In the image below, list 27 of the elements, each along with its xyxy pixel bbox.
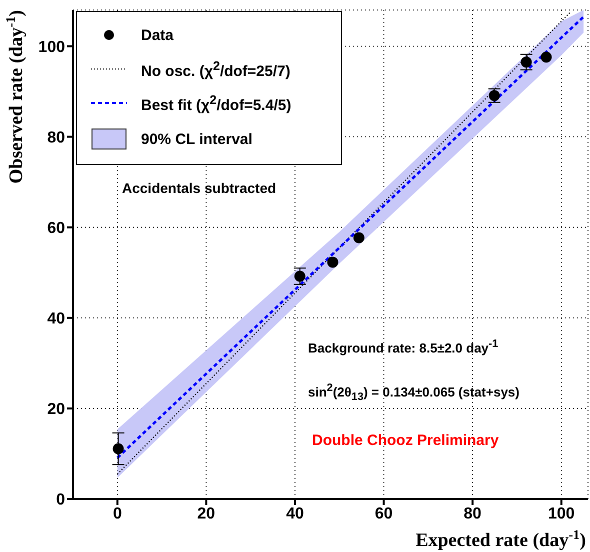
y-tick-label: 40 bbox=[47, 310, 66, 328]
point bbox=[353, 232, 364, 244]
x-tick-label: 20 bbox=[197, 505, 216, 522]
y-tick-label: 100 bbox=[38, 38, 66, 56]
point bbox=[540, 52, 552, 63]
legend-label: No osc. (χ$^{2}$/dof=25/7) bbox=[141, 58, 290, 80]
point bbox=[327, 256, 338, 268]
point bbox=[112, 443, 124, 454]
x-tick-label: 40 bbox=[286, 505, 304, 522]
annotation: Double Chooz Preliminary bbox=[312, 432, 499, 449]
legend-label: Best fit (χ$^{2}$/dof=5.4/5) bbox=[141, 92, 292, 114]
y-tick-label: 20 bbox=[47, 401, 66, 418]
x-tick-label: 80 bbox=[464, 505, 482, 522]
x-tick-label: 100 bbox=[548, 505, 575, 522]
y-tick-label: 80 bbox=[47, 129, 66, 146]
annotation: Accidentals subtracted bbox=[122, 180, 276, 196]
annotation: 90% CL interval bbox=[141, 130, 252, 148]
y-tick-label: 0 bbox=[56, 492, 66, 509]
y-tick-label: 60 bbox=[47, 220, 66, 238]
legend-label: Data bbox=[141, 26, 174, 44]
x-tick-label: 60 bbox=[374, 505, 393, 522]
annotation: Background rate: 8.5±2.0 day$^{-1}$ bbox=[308, 338, 498, 356]
x-axis-title: Expected rate (day$^{-1}$) bbox=[416, 526, 586, 551]
point bbox=[294, 270, 306, 282]
x-tick-label: 0 bbox=[112, 505, 122, 522]
point bbox=[520, 56, 532, 68]
annotation: sin$^{2}$(2θ$_{13}$) = 0.134±0.065 (stat+sys) bbox=[308, 382, 520, 403]
